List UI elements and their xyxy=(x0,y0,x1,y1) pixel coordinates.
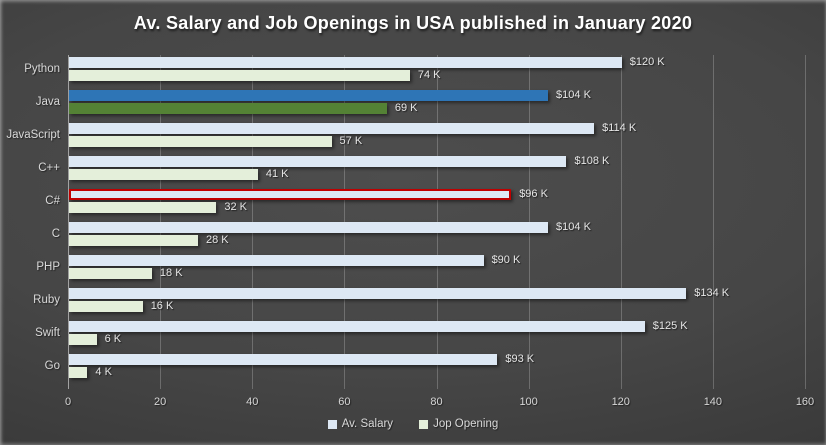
y-axis-line xyxy=(68,55,69,389)
x-tick-label: 100 xyxy=(519,396,538,408)
salary-value-label: $90 K xyxy=(491,254,521,266)
category-label: C++ xyxy=(38,162,60,174)
job-opening-bar xyxy=(69,70,410,81)
category-label: Python xyxy=(24,63,60,75)
job-value-label: 69 K xyxy=(394,102,418,114)
salary-value-label: $93 K xyxy=(505,353,535,365)
legend-item-jop-opening: Jop Opening xyxy=(419,418,498,430)
legend-label-jop-opening: Jop Opening xyxy=(433,418,499,430)
x-tick-label: 60 xyxy=(338,396,351,408)
job-value-label: 41 K xyxy=(265,168,289,180)
chart-title: Av. Salary and Job Openings in USA publi… xyxy=(133,13,693,33)
legend: Av. Salary Jop Opening xyxy=(0,418,826,430)
job-opening-bar xyxy=(69,169,258,180)
legend-item-av-salary: Av. Salary xyxy=(327,418,394,430)
job-value-label: 74 K xyxy=(417,69,441,81)
legend-label-av-salary: Av. Salary xyxy=(341,418,394,430)
category-label: C xyxy=(51,228,60,240)
salary-bar xyxy=(69,123,595,134)
job-value-label: 4 K xyxy=(95,366,112,378)
category-label: Go xyxy=(44,360,60,372)
job-opening-bar xyxy=(69,202,217,213)
job-value-label: 6 K xyxy=(104,333,122,345)
job-opening-bar xyxy=(69,235,198,246)
salary-value-label: $120 K xyxy=(629,56,665,68)
salary-value-label: $104 K xyxy=(556,221,591,233)
legend-swatch-av-salary xyxy=(327,419,337,429)
job-opening-bar xyxy=(69,136,332,147)
job-value-label: 28 K xyxy=(205,234,229,246)
salary-bar xyxy=(69,189,512,200)
job-opening-bar xyxy=(69,367,88,378)
job-opening-bar xyxy=(69,268,152,279)
salary-value-label: $108 K xyxy=(574,155,610,167)
salary-bar xyxy=(69,156,567,167)
category-label: JavaScript xyxy=(6,129,60,141)
x-tick-label: 120 xyxy=(611,396,630,408)
plot-area: 0 20 40 60 80 100 120 140 160 Python $120 K 74 K Jav… xyxy=(6,55,814,408)
category-label: C# xyxy=(45,195,60,207)
x-tick-label: 20 xyxy=(154,396,167,408)
job-value-label: 32 K xyxy=(224,201,248,213)
job-value-label: 18 K xyxy=(159,267,183,279)
salary-bar xyxy=(69,354,498,365)
salary-bar xyxy=(69,321,645,332)
category-label: Java xyxy=(35,96,60,108)
job-opening-bar xyxy=(69,301,143,312)
salary-bar xyxy=(69,255,484,266)
salary-bar xyxy=(69,57,622,68)
category-label: Swift xyxy=(35,327,60,339)
job-opening-bar xyxy=(69,334,97,345)
gridline xyxy=(712,55,714,389)
job-value-label: 16 K xyxy=(150,300,174,312)
gridline xyxy=(620,55,622,389)
x-tick-label: 160 xyxy=(795,396,815,408)
x-tick-label: 0 xyxy=(64,396,72,408)
job-opening-bar xyxy=(69,103,387,114)
x-tick-label: 80 xyxy=(430,396,443,408)
salary-value-label: $134 K xyxy=(694,287,730,299)
salary-value-label: $104 K xyxy=(556,89,591,101)
legend-swatch-jop-opening xyxy=(419,419,429,429)
x-tick-label: 40 xyxy=(246,396,259,408)
salary-bar xyxy=(69,90,549,101)
gridline xyxy=(805,55,806,389)
salary-value-label: $96 K xyxy=(519,188,548,200)
x-tick-label: 140 xyxy=(703,396,723,408)
salary-value-label: $114 K xyxy=(602,122,637,134)
salary-value-label: $125 K xyxy=(652,320,688,332)
salary-bar xyxy=(69,222,549,233)
category-label: Ruby xyxy=(33,294,60,306)
category-label: PHP xyxy=(36,261,60,273)
job-value-label: 57 K xyxy=(339,135,363,147)
salary-bar xyxy=(69,288,687,299)
